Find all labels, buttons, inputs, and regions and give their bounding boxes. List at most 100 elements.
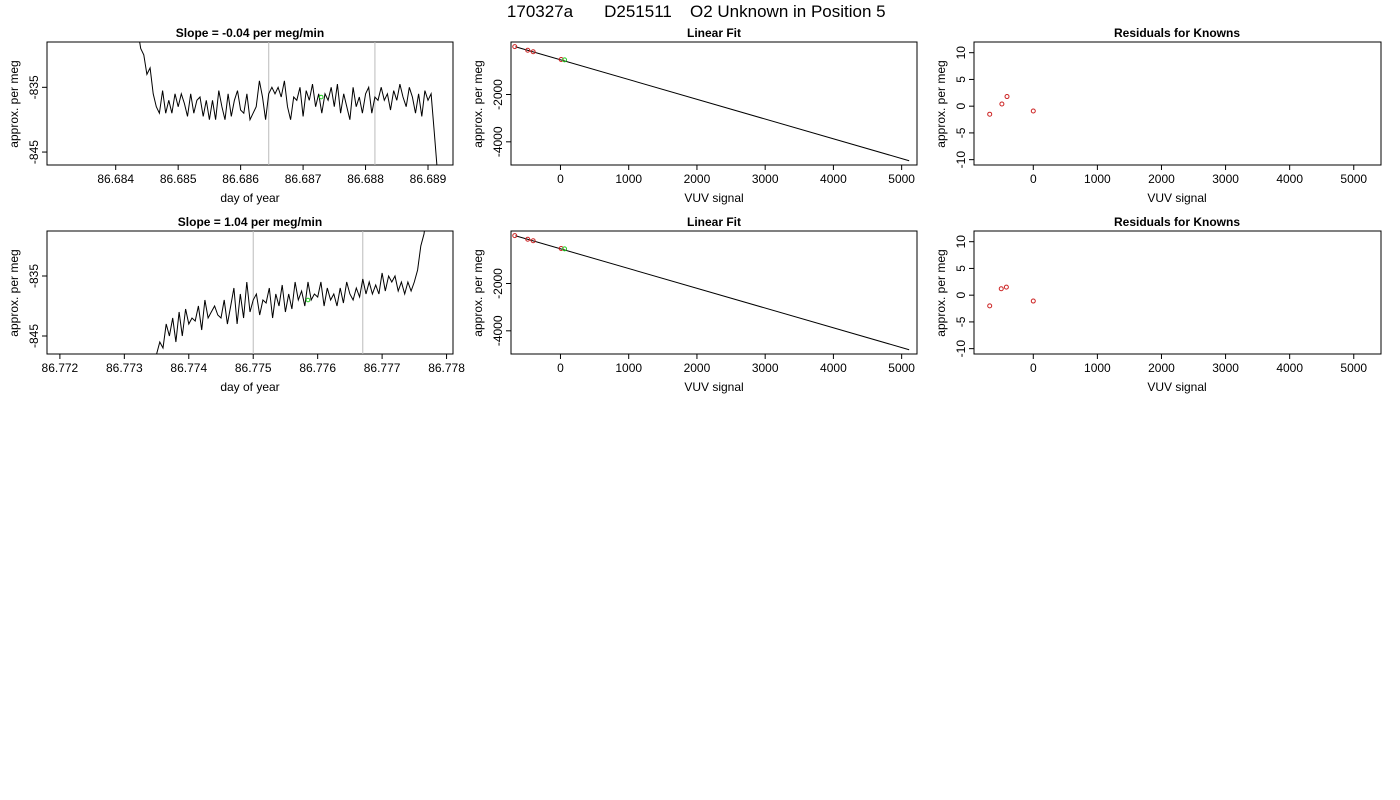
x-tick-label: 86.684: [97, 172, 134, 186]
x-axis-label: day of year: [220, 380, 279, 394]
panel-residuals-top: Residuals for Knowns 0 1000 2000 3000 4000 50…: [934, 26, 1382, 205]
y-axis-label: approx. per meg: [934, 60, 948, 147]
panel-title: Residuals for Knowns: [1114, 26, 1240, 40]
mean-marker: [318, 94, 324, 100]
panel-title: Linear Fit: [687, 26, 741, 40]
plot-area: 86.772 86.773 86.774 86.775 86.776 86.777 86.7…: [27, 231, 465, 375]
known-point: [525, 47, 531, 53]
y-axis-label: approx. per meg: [7, 249, 21, 336]
x-tick-label: 4000: [820, 172, 847, 186]
x-tick-label: 2000: [1148, 172, 1175, 186]
x-axis-label: day of year: [220, 191, 279, 205]
y-tick-label: -835: [27, 75, 41, 99]
plot-frame: [973, 230, 1382, 355]
known-point: [512, 44, 518, 50]
y-axis-label: approx. per meg: [934, 249, 948, 336]
known-point: [530, 49, 536, 55]
y-tick-label: -845: [27, 140, 41, 164]
x-tick-label: 4000: [1276, 361, 1303, 375]
x-axis-label: VUV signal: [684, 191, 743, 205]
plot-frame: [510, 230, 918, 355]
figure-title-run: 170327a: [507, 2, 574, 21]
plot-area: 0 1000 2000 3000 4000 5000 -2000 -4000: [491, 233, 915, 375]
plot-area: 0 1000 2000 3000 4000 5000 -2000 -4000: [491, 44, 915, 186]
x-tick-label: 4000: [820, 361, 847, 375]
panel-residuals-bottom: Residuals for Knowns 0 1000 2000 3000 4000 50…: [934, 215, 1382, 394]
x-tick-label: 5000: [1340, 361, 1367, 375]
x-axis-label: VUV signal: [684, 380, 743, 394]
plot-area: 0 1000 2000 3000 4000 5000 10 5 0 -5 -10: [954, 235, 1367, 375]
x-tick-label: 86.687: [285, 172, 322, 186]
y-axis-label: approx. per meg: [471, 249, 485, 336]
panel-title: Residuals for Knowns: [1114, 215, 1240, 229]
plot-content: [987, 94, 1036, 117]
x-tick-label: 1000: [1084, 172, 1111, 186]
x-tick-label: 0: [557, 172, 564, 186]
panel-title: Slope = 1.04 per meg/min: [178, 215, 322, 229]
x-tick-label: 86.774: [170, 361, 207, 375]
plot-content: [512, 44, 910, 162]
fit-line: [515, 235, 910, 351]
y-axis-label: approx. per meg: [7, 60, 21, 147]
panel-title: Slope = -0.04 per meg/min: [176, 26, 324, 40]
residual-point: [999, 101, 1005, 107]
y-tick-label: -4000: [491, 126, 505, 157]
residual-point: [987, 303, 993, 309]
residual-point: [1003, 284, 1009, 290]
x-tick-label: 86.775: [235, 361, 272, 375]
residual-point: [1030, 108, 1036, 114]
x-axis-label: VUV signal: [1147, 191, 1206, 205]
y-tick-label: 10: [954, 235, 968, 249]
x-tick-label: 3000: [752, 361, 779, 375]
x-tick-label: 86.778: [428, 361, 465, 375]
plot-area: 86.684 86.685 86.686 86.687 86.688 86.689 -835…: [27, 42, 447, 186]
x-tick-label: 2000: [1148, 361, 1175, 375]
residual-point: [987, 111, 993, 117]
y-tick-label: -10: [954, 151, 968, 169]
residual-point: [1030, 298, 1036, 304]
x-tick-label: 5000: [888, 361, 915, 375]
y-tick-label: -835: [27, 264, 41, 288]
x-tick-label: 3000: [1212, 172, 1239, 186]
y-tick-label: -5: [954, 316, 968, 327]
plot-content: [987, 284, 1036, 309]
x-tick-label: 5000: [1340, 172, 1367, 186]
x-tick-label: 2000: [684, 172, 711, 186]
x-tick-label: 0: [1030, 361, 1037, 375]
plot-area: 0 1000 2000 3000 4000 5000 10 5 0 -5 -10: [954, 46, 1367, 186]
plot-frame: [510, 41, 918, 166]
x-tick-label: 1000: [1084, 361, 1111, 375]
figure-title-position: O2 Unknown in Position 5: [690, 2, 886, 21]
y-tick-label: -10: [954, 340, 968, 358]
x-tick-label: 86.688: [347, 172, 384, 186]
series-line: [156, 231, 425, 354]
plot-content: [156, 231, 425, 354]
residual-point: [998, 286, 1004, 292]
x-axis-label: VUV signal: [1147, 380, 1206, 394]
x-tick-label: 3000: [1212, 361, 1239, 375]
y-tick-label: 0: [954, 292, 968, 299]
y-tick-label: -845: [27, 324, 41, 348]
plot-frame: [973, 41, 1382, 166]
panel-title: Linear Fit: [687, 215, 741, 229]
x-tick-label: 86.685: [160, 172, 197, 186]
y-tick-label: -2000: [491, 79, 505, 110]
series-line: [139, 42, 438, 165]
x-tick-label: 4000: [1276, 172, 1303, 186]
x-tick-label: 86.686: [222, 172, 259, 186]
plot-content: [139, 42, 438, 165]
panel-linear-fit-top: Linear Fit 0 1000 2000 3000 4000 5000 -2000 -40…: [471, 26, 918, 205]
x-tick-label: 3000: [752, 172, 779, 186]
x-tick-label: 86.772: [42, 361, 79, 375]
x-tick-label: 86.776: [299, 361, 336, 375]
panel-linear-fit-bottom: Linear Fit 0 1000 2000 3000 4000 5000 -2000 -40…: [471, 215, 918, 394]
x-tick-label: 86.773: [106, 361, 143, 375]
unknown-point: [562, 246, 568, 252]
x-tick-label: 1000: [615, 172, 642, 186]
panel-slope-top: Slope = -0.04 per meg/min 86.684 86.685 86…: [7, 26, 454, 205]
y-tick-label: 10: [954, 46, 968, 60]
residual-point: [1004, 94, 1010, 100]
x-tick-label: 2000: [684, 361, 711, 375]
plot-frame: [46, 41, 454, 166]
